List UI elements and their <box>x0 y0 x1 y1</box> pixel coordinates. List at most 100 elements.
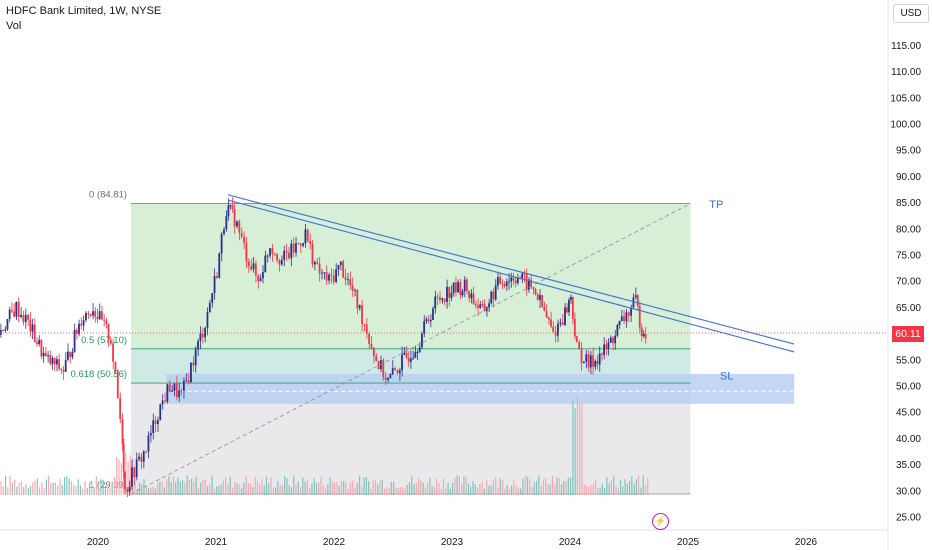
candle <box>121 418 124 444</box>
volume-bar <box>11 483 13 495</box>
volume-bar <box>322 485 324 495</box>
candle <box>365 324 368 334</box>
candle <box>612 337 614 344</box>
candle <box>38 339 41 345</box>
candle <box>398 370 401 374</box>
lightning-icon[interactable]: ⚡ <box>652 513 669 530</box>
candle <box>47 355 49 357</box>
candle <box>206 312 209 328</box>
candle <box>31 324 34 332</box>
volume-bar <box>222 480 225 495</box>
volume-bar <box>125 452 127 495</box>
candle <box>466 279 468 292</box>
volume-bar <box>574 408 576 495</box>
volume-bar <box>73 484 75 495</box>
volume-bar <box>533 481 535 495</box>
candle <box>521 273 524 279</box>
volume-indicator-label[interactable]: Vol <box>6 20 22 32</box>
volume-bar <box>77 479 79 495</box>
volume-bar <box>492 480 495 495</box>
x-tick-label: 2023 <box>441 537 464 548</box>
volume-bar <box>481 481 483 495</box>
volume-bar <box>277 480 279 495</box>
volume-bar <box>0 481 2 495</box>
candle <box>0 330 2 335</box>
volume-bar <box>436 478 438 495</box>
volume-bar <box>213 488 215 495</box>
volume-bar <box>531 487 533 495</box>
volume-bar <box>590 485 592 495</box>
candle <box>173 383 176 391</box>
volume-bar <box>567 477 569 495</box>
candle <box>454 282 457 293</box>
candle <box>570 296 572 300</box>
candle <box>614 335 617 344</box>
candle <box>82 320 85 326</box>
volume-bar <box>488 485 490 495</box>
volume-bar <box>220 484 222 495</box>
candle <box>145 451 147 453</box>
volume-bar <box>270 477 272 495</box>
volume-bar <box>163 487 166 495</box>
currency-button[interactable]: USD <box>893 4 929 23</box>
candle <box>309 241 312 244</box>
candle <box>368 333 371 344</box>
volume-bar <box>107 486 109 495</box>
volume-bar <box>304 481 306 495</box>
volume-bar <box>640 487 642 495</box>
volume-bar <box>145 485 147 495</box>
candle <box>335 269 337 282</box>
candle <box>356 289 359 309</box>
candle <box>346 279 349 281</box>
volume-bar <box>268 483 270 495</box>
candle <box>233 209 236 227</box>
volume-bar <box>191 478 193 495</box>
volume-bar <box>440 488 442 495</box>
candle <box>361 305 363 325</box>
candle <box>44 352 47 356</box>
candle <box>448 286 451 298</box>
y-tick-label: 50.00 <box>896 382 921 393</box>
volume-bar <box>354 487 356 495</box>
volume-bar <box>579 402 581 495</box>
candle <box>332 275 335 282</box>
candle <box>269 248 271 256</box>
candle <box>499 277 501 284</box>
candle <box>161 400 164 405</box>
candle <box>297 243 300 245</box>
volume-bar <box>445 488 447 495</box>
candle <box>566 307 568 313</box>
candle <box>488 303 490 308</box>
volume-bar <box>16 486 18 495</box>
volume-bar <box>236 483 238 495</box>
candle <box>396 370 399 374</box>
volume-bar <box>472 480 474 495</box>
volume-bar <box>32 482 34 495</box>
candle <box>605 344 608 350</box>
volume-bar <box>626 484 628 495</box>
candle <box>236 221 238 227</box>
candle <box>514 280 517 284</box>
volume-bar <box>188 479 190 495</box>
candle <box>582 361 585 364</box>
volume-bar <box>186 475 188 495</box>
candle <box>472 293 475 304</box>
candle <box>457 282 459 293</box>
volume-bar <box>202 479 204 495</box>
candle <box>159 404 162 421</box>
trendline-1 <box>227 194 795 345</box>
volume-bar <box>206 486 209 495</box>
candle <box>479 304 482 308</box>
candle <box>190 362 192 383</box>
y-tick-label: 55.00 <box>896 355 921 366</box>
candle <box>375 356 378 361</box>
candle <box>105 320 108 325</box>
candle <box>589 355 592 368</box>
volume-bar <box>14 479 16 495</box>
volume-bar <box>393 481 395 495</box>
volume-bar <box>452 482 454 495</box>
volume-bar <box>172 476 175 495</box>
candle <box>123 471 126 490</box>
candle <box>49 355 52 364</box>
